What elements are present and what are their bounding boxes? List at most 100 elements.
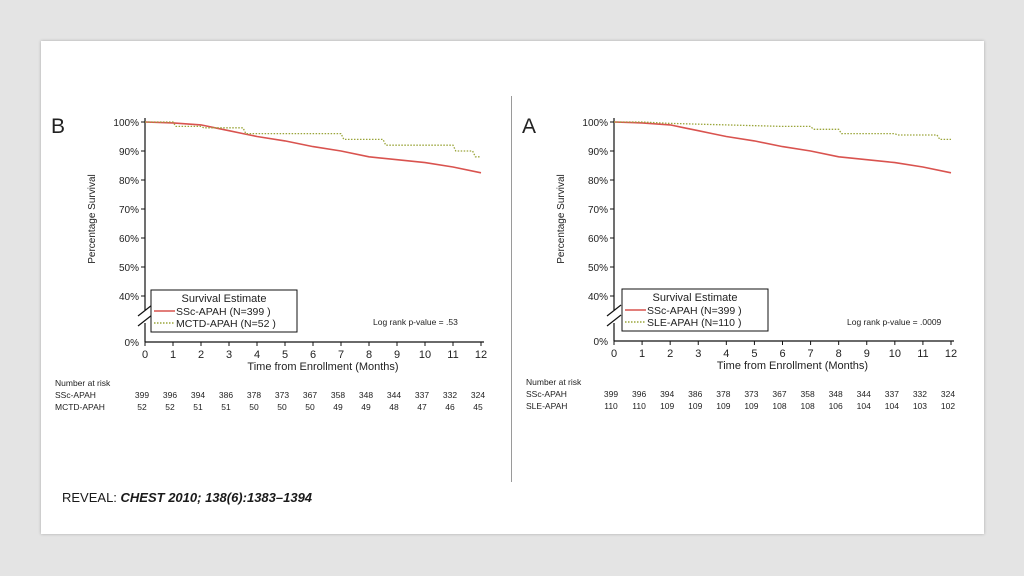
- x-tick-label: 1: [170, 349, 176, 361]
- legend-label-1: SLE-APAH (N=110 ): [647, 317, 741, 329]
- x-tick-label: 10: [889, 348, 901, 360]
- risk-table-title: Number at risk: [55, 378, 111, 388]
- risk-value: 46: [445, 402, 455, 412]
- risk-value: 109: [688, 401, 702, 411]
- y-tick-label: 60%: [588, 234, 608, 245]
- y-tick-label: 0%: [125, 338, 140, 349]
- y-tick-label: 100%: [582, 118, 608, 129]
- risk-value: 348: [359, 390, 373, 400]
- risk-value: 332: [443, 390, 457, 400]
- x-tick-label: 11: [447, 349, 458, 361]
- risk-value: 50: [277, 402, 287, 412]
- x-tick-label: 11: [917, 348, 928, 360]
- risk-value: 108: [800, 401, 814, 411]
- risk-value: 344: [857, 389, 871, 399]
- risk-value: 50: [305, 402, 315, 412]
- series-line-0: [144, 121, 482, 174]
- risk-value: 103: [913, 401, 927, 411]
- risk-table-title: Number at risk: [526, 377, 582, 387]
- survival-chart-a-svg: A 100% 90% 80% 70% 60% 50% 40% 0% Percentage Surv…: [522, 115, 957, 411]
- risk-value: 109: [744, 401, 758, 411]
- y-tick-label: 100%: [113, 118, 139, 129]
- y-tick-label: 90%: [588, 147, 608, 158]
- y-tick-label: 70%: [588, 205, 608, 216]
- legend-box: [150, 289, 298, 333]
- risk-value: 51: [193, 402, 203, 412]
- risk-value: 104: [857, 401, 871, 411]
- risk-value: 394: [191, 390, 205, 400]
- risk-value: 110: [632, 401, 646, 411]
- risk-value: 378: [716, 389, 730, 399]
- risk-value: 367: [772, 389, 786, 399]
- risk-value: 373: [275, 390, 289, 400]
- risk-value: 337: [415, 390, 429, 400]
- x-tick-label: 2: [667, 348, 673, 360]
- risk-value: 324: [471, 390, 485, 400]
- x-tick-label: 5: [282, 349, 288, 361]
- risk-value: 49: [361, 402, 371, 412]
- y-tick-label: 40%: [588, 292, 608, 303]
- x-tick-label: 8: [836, 348, 842, 360]
- panel-letter: A: [522, 115, 536, 138]
- log-rank-annotation: Log rank p-value = .53: [373, 317, 458, 327]
- risk-value: 52: [165, 402, 175, 412]
- axis-break-mark: [137, 314, 153, 327]
- slide: B 100% 90% 80% 70% 60% 50% 40% 0% Percentage Surv…: [41, 41, 984, 534]
- x-tick-label: 12: [945, 348, 957, 360]
- risk-value: 348: [829, 389, 843, 399]
- x-axis-label: Time from Enrollment (Months): [247, 361, 398, 373]
- x-tick-label: 6: [310, 349, 316, 361]
- survival-chart-b: B 100% 90% 80% 70% 60% 50% 40% 0% Percentage Surv…: [41, 96, 501, 441]
- risk-value: 50: [249, 402, 259, 412]
- y-tick-label: 70%: [119, 205, 139, 216]
- risk-value: 102: [941, 401, 955, 411]
- risk-value: 344: [387, 390, 401, 400]
- risk-value: 373: [744, 389, 758, 399]
- survival-chart-a: A 100% 90% 80% 70% 60% 50% 40% 0% Percentage Surv…: [514, 96, 979, 441]
- risk-value: 108: [772, 401, 786, 411]
- risk-row-label: SLE-APAH: [526, 401, 567, 411]
- x-tick-label: 9: [394, 349, 400, 361]
- x-axis-label: Time from Enrollment (Months): [717, 360, 868, 372]
- x-tick-label: 3: [695, 348, 701, 360]
- risk-value: 110: [604, 401, 618, 411]
- y-tick-label: 0%: [594, 337, 609, 348]
- x-tick-label: 6: [779, 348, 785, 360]
- risk-value: 109: [716, 401, 730, 411]
- x-tick-label: 7: [338, 349, 344, 361]
- x-tick-label: 0: [142, 349, 148, 361]
- y-tick-label: 60%: [119, 234, 139, 245]
- risk-value: 104: [885, 401, 899, 411]
- series-line-0: [613, 121, 952, 174]
- risk-value: 386: [688, 389, 702, 399]
- legend-box: [621, 288, 769, 332]
- risk-value: 358: [800, 389, 814, 399]
- x-tick-label: 10: [419, 349, 431, 361]
- x-tick-label: 4: [254, 349, 260, 361]
- x-tick-label: 4: [723, 348, 729, 360]
- source-caption: REVEAL: CHEST 2010; 138(6):1383–1394: [62, 490, 312, 505]
- risk-value: 396: [632, 389, 646, 399]
- x-tick-label: 9: [864, 348, 870, 360]
- x-tick-label: 1: [639, 348, 645, 360]
- risk-value: 51: [221, 402, 231, 412]
- x-tick-label: 3: [226, 349, 232, 361]
- x-tick-label: 0: [611, 348, 617, 360]
- axis-break-mark: [606, 314, 622, 327]
- risk-row-label: MCTD-APAH: [55, 402, 105, 412]
- risk-value: 337: [885, 389, 899, 399]
- y-axis-label: Percentage Survival: [556, 174, 567, 264]
- risk-value: 378: [247, 390, 261, 400]
- y-tick-label: 40%: [119, 292, 139, 303]
- x-tick-label: 12: [475, 349, 487, 361]
- axis-break-mark: [137, 304, 153, 317]
- x-tick-label: 7: [808, 348, 814, 360]
- risk-value: 396: [163, 390, 177, 400]
- risk-value: 106: [829, 401, 843, 411]
- x-tick-label: 2: [198, 349, 204, 361]
- legend-label-1: MCTD-APAH (N=52 ): [176, 318, 276, 330]
- legend-label-0: SSc-APAH (N=399 ): [647, 305, 742, 317]
- axis-break-mark: [606, 304, 622, 317]
- y-tick-label: 50%: [119, 263, 139, 274]
- risk-value: 399: [604, 389, 618, 399]
